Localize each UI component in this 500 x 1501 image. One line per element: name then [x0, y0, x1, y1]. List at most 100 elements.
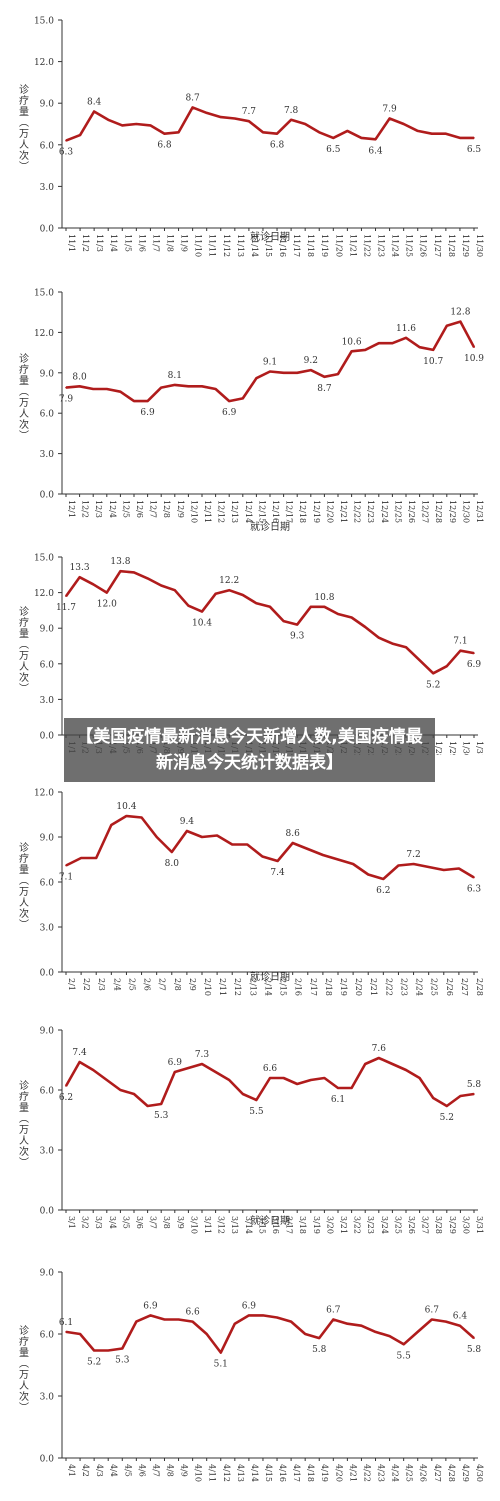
data-point — [65, 1085, 67, 1087]
data-point — [430, 1318, 433, 1321]
data-point — [219, 116, 222, 118]
data-label: 6.9 — [467, 660, 482, 670]
x-tick-label: 3/1 — [67, 1216, 76, 1229]
chart-january: 0.03.06.09.012.015.0诊疗量（万人次）1/11/21/31/4… — [17, 554, 485, 756]
data-point — [187, 1067, 190, 1069]
data-label: 6.9 — [168, 1058, 183, 1068]
data-label: 6.4 — [453, 1312, 468, 1322]
data-point — [276, 1316, 278, 1319]
data-point — [332, 137, 335, 139]
y-axis-title: 诊疗量（万人次） — [17, 83, 29, 172]
data-label: 12.2 — [219, 576, 239, 586]
x-tick-label: 4/8 — [165, 1464, 174, 1477]
x-tick-label: 2/12 — [233, 978, 242, 996]
data-point — [459, 649, 462, 652]
data-point — [135, 123, 138, 125]
data-point — [367, 873, 370, 876]
data-label: 6.9 — [222, 408, 237, 418]
data-point — [110, 824, 113, 826]
data-point — [282, 620, 285, 622]
data-point — [473, 1337, 475, 1339]
data-point — [80, 857, 82, 859]
data-point — [378, 342, 380, 344]
data-point — [405, 336, 407, 339]
x-tick-label: 3/19 — [312, 1216, 321, 1234]
x-tick-label: 3/16 — [271, 1216, 280, 1234]
x-tick-label: 4/24 — [391, 1464, 400, 1482]
x-tick-label: 11/18 — [306, 234, 315, 257]
y-tick-label: 3.0 — [40, 183, 55, 193]
x-tick-label: 4/4 — [109, 1464, 118, 1477]
x-tick-label: 4/25 — [405, 1464, 414, 1482]
data-point — [446, 324, 448, 327]
data-point — [388, 1335, 391, 1337]
data-point — [382, 878, 385, 880]
y-tick-label: 9.0 — [40, 1269, 55, 1279]
x-tick-label: 11/26 — [419, 234, 428, 257]
data-label: 7.6 — [372, 1044, 387, 1054]
data-label: 7.4 — [72, 1048, 87, 1058]
x-tick-label: 2/5 — [127, 978, 136, 991]
x-tick-label: 12/17 — [285, 500, 294, 523]
x-tick-label: 1/31 — [475, 741, 484, 755]
data-point — [177, 131, 180, 134]
x-tick-label: 12/23 — [366, 500, 375, 523]
data-point — [214, 592, 217, 595]
data-point — [255, 377, 258, 379]
x-axis-title: 就诊日期 — [250, 230, 290, 243]
data-point — [228, 1079, 230, 1081]
x-tick-label: 3/30 — [461, 1216, 470, 1234]
x-tick-label: 4/2 — [81, 1464, 90, 1477]
y-tick-label: 6.0 — [40, 879, 55, 889]
data-point — [228, 400, 230, 402]
x-tick-label: 3/27 — [421, 1216, 430, 1234]
data-point — [323, 606, 326, 608]
x-tick-label: 11/24 — [391, 234, 400, 257]
y-tick-label: 3.0 — [40, 924, 55, 934]
x-tick-label: 12/29 — [448, 500, 457, 523]
data-label: 5.3 — [154, 1111, 169, 1121]
x-tick-label: 3/18 — [298, 1216, 307, 1234]
data-label: 11.6 — [396, 324, 416, 334]
data-point — [160, 1103, 162, 1105]
data-label: 7.3 — [195, 1050, 210, 1060]
data-point — [149, 1314, 152, 1317]
y-tick-label: 15.0 — [34, 554, 54, 564]
data-label: 8.0 — [165, 859, 180, 869]
chart-december: 0.0 3.0 6.0 9.0 12.0 15.0 诊疗量（万人次） 12/1 12/2 12/3… — [17, 289, 485, 534]
data-label: 10.9 — [464, 354, 484, 364]
data-point — [405, 1069, 407, 1071]
x-tick-label: 11/11 — [208, 234, 217, 257]
data-point — [174, 384, 176, 386]
data-label: 6.1 — [331, 1095, 345, 1105]
data-point — [378, 636, 380, 639]
y-tick-label: 6.0 — [40, 141, 55, 151]
x-tick-label: 2/11 — [218, 978, 227, 996]
data-point — [121, 124, 124, 127]
x-tick-label: 12/4 — [108, 500, 117, 518]
data-label: 6.3 — [467, 885, 482, 895]
x-tick-label: 4/1 — [67, 1464, 76, 1477]
data-label: 12.8 — [450, 308, 470, 318]
y-tick-label: 0.0 — [40, 1455, 55, 1465]
data-point — [242, 594, 244, 596]
x-tick-label: 12/3 — [94, 500, 103, 518]
data-label: 5.1 — [214, 1360, 228, 1370]
data-point — [214, 388, 217, 390]
x-tick-label: 3/28 — [434, 1216, 443, 1234]
y-tick-label: 0.0 — [40, 491, 55, 501]
x-tick-label: 3/6 — [135, 1216, 144, 1229]
data-label: 7.9 — [59, 395, 74, 405]
data-label: 6.8 — [270, 141, 285, 151]
y-tick-label: 0.0 — [40, 225, 55, 235]
x-tick-label: 2/3 — [97, 978, 106, 991]
data-point — [378, 1057, 380, 1059]
x-tick-label: 3/8 — [162, 1216, 171, 1229]
y-tick-label: 9.0 — [40, 369, 55, 379]
data-point — [374, 138, 377, 141]
x-tick-label: 11/3 — [95, 234, 104, 252]
y-axis-title: 诊疗量（万人次） — [17, 1079, 29, 1168]
x-tick-label: 4/7 — [151, 1464, 160, 1477]
data-label: 6.7 — [326, 1306, 341, 1316]
x-tick-label: 12/27 — [421, 500, 430, 523]
